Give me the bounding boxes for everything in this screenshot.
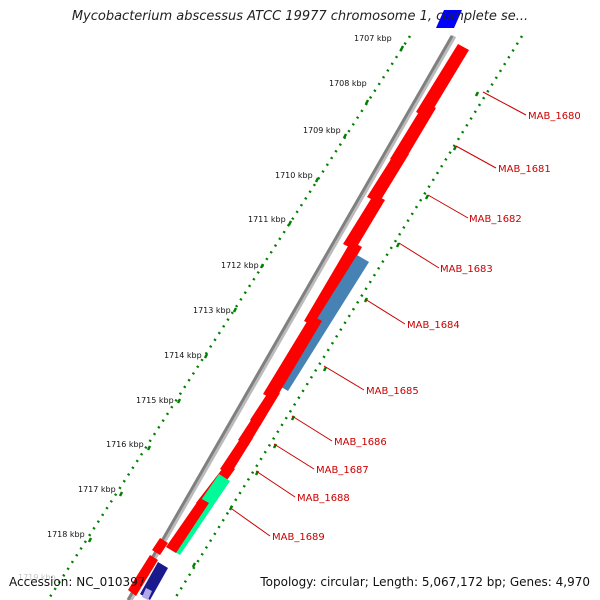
gene-red-lower-2[interactable] <box>152 538 168 555</box>
kbp-label: 1708 kbp <box>329 79 367 88</box>
kbp-label: 1718 kbp <box>47 530 85 539</box>
gene-label-mab-1684[interactable]: MAB_1684 <box>407 320 460 331</box>
inner-tick-track <box>172 35 524 600</box>
gene-feature-mab-1684[interactable] <box>304 241 362 327</box>
kbp-label: 1714 kbp <box>164 351 202 360</box>
kbp-label: 1707 kbp <box>354 34 392 43</box>
label-leaders <box>231 91 527 537</box>
kbp-label-faded: 1719 kbp <box>18 573 56 582</box>
accession-text: Accession: NC_010397 <box>9 575 146 589</box>
gene-features <box>128 10 469 600</box>
kbp-label: 1717 kbp <box>78 485 116 494</box>
kbp-label: 1712 kbp <box>221 261 259 270</box>
gene-label-mab-1687[interactable]: MAB_1687 <box>316 465 369 476</box>
gene-feature-mab-1685[interactable] <box>263 315 322 400</box>
gene-red-lower-1[interactable] <box>166 498 209 553</box>
gene-feature-mab-1680[interactable] <box>416 44 469 118</box>
kbp-labels: 1707 kbp 1708 kbp 1709 kbp 1710 kbp 1711… <box>18 34 392 582</box>
chromosome-backbone <box>126 35 454 600</box>
gene-feature-mab-1682[interactable] <box>367 148 409 203</box>
outer-tick-track <box>46 35 412 600</box>
gene-feature-mab-1681[interactable] <box>390 102 436 165</box>
kbp-label: 1716 kbp <box>106 440 144 449</box>
gene-label-mab-1681[interactable]: MAB_1681 <box>498 164 551 175</box>
gene-label-mab-1685[interactable]: MAB_1685 <box>366 386 419 397</box>
gene-labels: MAB_1680 MAB_1681 MAB_1682 MAB_1683 MAB_… <box>272 111 581 543</box>
gene-label-mab-1686[interactable]: MAB_1686 <box>334 437 387 448</box>
gene-label-mab-1689[interactable]: MAB_1689 <box>272 532 325 543</box>
map-title: Mycobacterium abscessus ATCC 19977 chrom… <box>71 9 529 24</box>
gene-label-mab-1680[interactable]: MAB_1680 <box>528 111 581 122</box>
chromosome-backbone-shadow <box>127 34 457 600</box>
gene-feature-mab-1683[interactable] <box>343 194 385 250</box>
gene-red-lower-3[interactable] <box>128 555 158 596</box>
gene-label-mab-1688[interactable]: MAB_1688 <box>297 493 350 504</box>
gene-feature-mab-1688[interactable] <box>220 433 253 475</box>
gene-label-mab-1683[interactable]: MAB_1683 <box>440 264 493 275</box>
kbp-label: 1710 kbp <box>275 171 313 180</box>
gene-label-mab-1682[interactable]: MAB_1682 <box>469 214 522 225</box>
kbp-label: 1713 kbp <box>193 306 231 315</box>
gene-blue-top[interactable] <box>436 10 462 28</box>
topology-text: Topology: circular; Length: 5,067,172 bp… <box>260 575 590 589</box>
kbp-label: 1709 kbp <box>303 126 341 135</box>
gene-lavender-lower <box>142 588 152 600</box>
kbp-label: 1711 kbp <box>248 215 286 224</box>
outer-major-ticks <box>87 45 405 543</box>
kbp-label: 1715 kbp <box>136 396 174 405</box>
